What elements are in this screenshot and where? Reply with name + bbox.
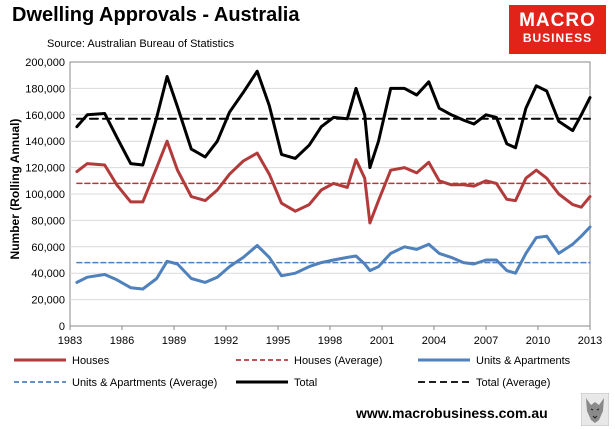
x-tick-label: 2007 xyxy=(474,335,498,347)
series-line-total xyxy=(75,69,592,170)
logo-line-1: MACRO xyxy=(519,10,596,31)
y-tick-label: 60,000 xyxy=(31,242,65,254)
chart-title: Dwelling Approvals - Australia xyxy=(12,4,300,26)
logo-line-2: BUSINESS xyxy=(522,31,593,45)
x-tick-label: 2010 xyxy=(526,335,550,347)
x-tick-label: 2001 xyxy=(370,335,394,347)
legend-label: Units & Apartments xyxy=(476,355,571,367)
x-tick-label: 1989 xyxy=(162,335,186,347)
y-tick-label: 180,000 xyxy=(25,83,65,95)
series-line-units-apartments xyxy=(75,225,592,291)
x-tick-label: 1995 xyxy=(266,335,290,347)
y-tick-label: 160,000 xyxy=(25,110,65,122)
y-tick-label: 40,000 xyxy=(31,268,65,280)
y-tick-label: 200,000 xyxy=(25,57,65,69)
legend-label: Total xyxy=(294,377,317,389)
x-tick-label: 1998 xyxy=(318,335,342,347)
x-tick-label: 1992 xyxy=(214,335,238,347)
series-line-houses xyxy=(75,139,592,225)
legend-label: Houses (Average) xyxy=(294,355,382,367)
macrobusiness-logo: MACRO BUSINESS xyxy=(509,5,606,54)
legend-label: Houses xyxy=(72,355,110,367)
y-tick-label: 0 xyxy=(59,321,65,333)
y-tick-label: 80,000 xyxy=(31,215,65,227)
x-tick-label: 1986 xyxy=(110,335,134,347)
y-tick-label: 120,000 xyxy=(25,163,65,175)
y-tick-label: 140,000 xyxy=(25,136,65,148)
y-tick-label: 20,000 xyxy=(31,295,65,307)
wolf-icon xyxy=(581,393,609,426)
chart-subtitle: Source: Australian Bureau of Statistics xyxy=(47,38,235,50)
y-tick-label: 100,000 xyxy=(25,189,65,201)
x-tick-label: 2004 xyxy=(422,335,446,347)
x-tick-label: 2013 xyxy=(578,335,602,347)
legend-label: Total (Average) xyxy=(476,377,550,389)
website-url: www.macrobusiness.com.au xyxy=(356,405,548,421)
legend-label: Units & Apartments (Average) xyxy=(72,377,217,389)
x-tick-label: 1983 xyxy=(58,335,82,347)
